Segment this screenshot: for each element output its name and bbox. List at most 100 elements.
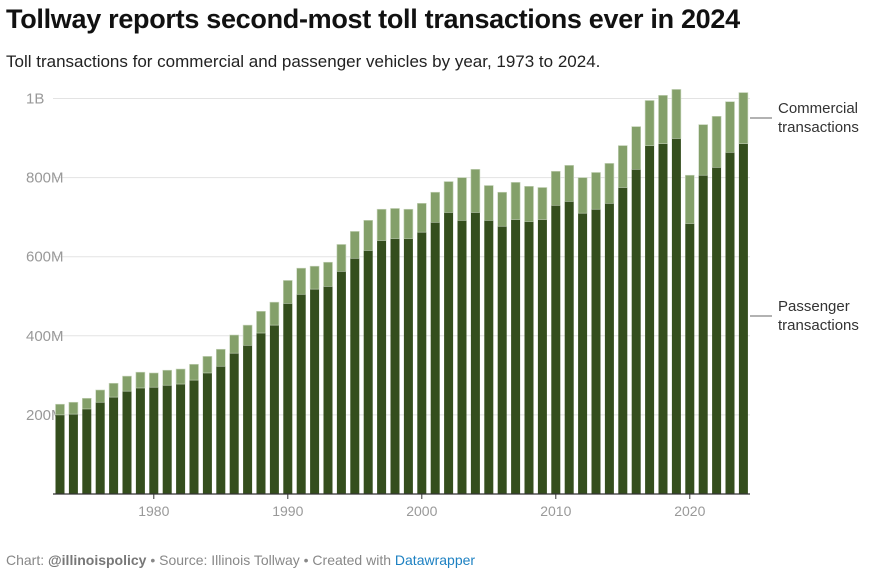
bar-commercial [604,163,615,204]
bar-commercial [403,208,414,239]
bar-passenger [68,414,78,494]
x-tick-label: 2000 [406,503,437,519]
bar-passenger [403,238,413,494]
bar-passenger [310,289,320,494]
x-tick-label: 1990 [272,503,303,519]
bar-passenger [363,250,373,494]
chart-title: Tollway reports second-most toll transac… [6,4,740,34]
bar-passenger [162,385,172,494]
bar-passenger [283,303,293,494]
bar-passenger [618,187,628,495]
bar-commercial [684,174,695,224]
bar-passenger [470,212,480,495]
bar-commercial [591,172,601,210]
bar-passenger [55,414,65,494]
bar-passenger [631,169,641,494]
chart-subtitle: Toll transactions for commercial and pas… [6,52,601,71]
bar-commercial [323,261,333,287]
bar-passenger [578,213,588,494]
bar-commercial [711,115,722,168]
bar-passenger [95,402,105,494]
bar-passenger [524,221,534,495]
bar-passenger [551,205,561,494]
bar-passenger [738,143,748,494]
bar-commercial [390,208,400,239]
bar-commercial [376,208,387,241]
bar-commercial [671,89,682,139]
bar-passenger [377,240,387,494]
y-tick-label: 400M [26,328,64,345]
created-with: • Created with [303,552,392,568]
bar-passenger [149,387,159,494]
footer: Chart: @illinoispolicy • Source: Illinoi… [6,552,475,568]
bar-commercial [202,356,213,374]
bar-passenger [645,145,655,494]
bar-passenger [484,220,494,494]
bar-passenger [457,220,467,494]
bar-passenger [296,294,306,494]
bar-commercial [550,170,561,206]
bar-passenger [685,223,695,494]
bar-passenger [591,209,601,495]
bar-passenger [390,238,400,494]
bar-passenger [109,397,119,494]
bar-passenger [135,388,145,494]
bar-commercial [149,372,159,388]
bar-commercial [658,95,668,144]
bar-commercial [135,371,146,389]
bar-passenger [604,203,614,494]
bar-passenger [336,271,346,494]
datawrapper-link[interactable]: Datawrapper [394,552,476,568]
bar-passenger [256,333,266,494]
bar-commercial [242,324,253,346]
y-tick-label: 1B [26,91,44,108]
bar-commercial [644,100,655,146]
bar-commercial [631,126,642,170]
bar-commercial [349,231,360,259]
bar-commercial [497,191,508,227]
commercial-annotation: Commercial transactions [778,100,859,136]
bar-commercial [738,92,749,144]
bar-passenger [725,152,735,494]
bar-passenger [430,222,440,494]
bar-passenger [511,219,521,494]
bar-commercial [483,185,494,221]
source: • Source: Illinois Tollway [150,552,300,568]
bar-commercial [698,124,709,176]
bar-passenger [189,380,199,494]
x-tick-label: 2020 [674,503,705,519]
bar-commercial [510,182,521,220]
bar-passenger [216,366,226,494]
bar-passenger [202,372,212,494]
bar-commercial [416,203,427,233]
bar-commercial [617,145,628,188]
bar-commercial [524,186,534,222]
bar-passenger [350,258,360,494]
bar-passenger [269,325,279,494]
bar-commercial [82,397,92,410]
chart-author: @illinoispolicy [48,552,147,568]
x-tick-label: 2010 [540,503,571,519]
bar-passenger [658,143,668,494]
bar-commercial [537,187,548,220]
bar-passenger [698,175,708,495]
bar-commercial [363,220,374,251]
bar-commercial [256,310,266,334]
bar-commercial [68,401,79,415]
bar-commercial [470,168,481,213]
bar-commercial [122,375,132,392]
bar-commercial [229,334,239,354]
bar-commercial [95,389,105,403]
bar-commercial [309,265,320,290]
bar-commercial [175,368,186,385]
bar-passenger [444,212,454,495]
bar-commercial [725,101,735,153]
x-tick-label: 1980 [138,503,169,519]
bar-commercial [336,244,347,272]
bar-passenger [564,201,574,494]
bar-commercial [282,280,293,304]
passenger-annotation: Passenger transactions [778,298,859,334]
bar-commercial [564,165,575,202]
bar-passenger [176,384,186,494]
